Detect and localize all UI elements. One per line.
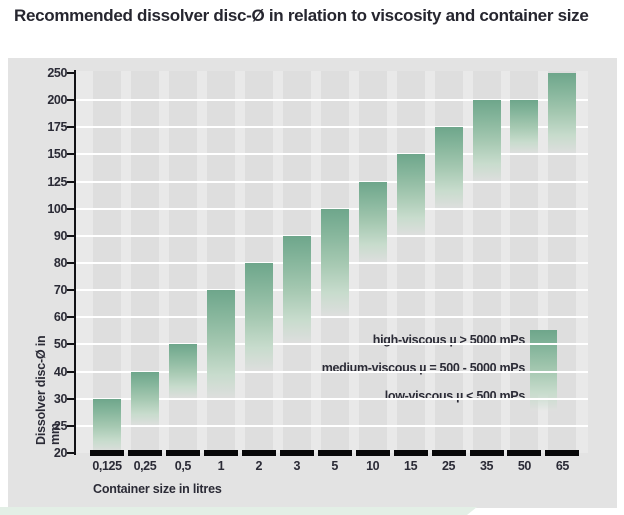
x-tick-label: 15: [404, 459, 418, 473]
range-bar: [282, 235, 311, 345]
y-tick-mark: [67, 370, 74, 373]
y-tick-label: 200: [47, 93, 67, 108]
x-axis-dash: [507, 450, 542, 456]
range-bar: [510, 100, 539, 155]
chart-title: Recommended dissolver disc-Ø in relation…: [14, 6, 589, 25]
x-axis-title: Container size in litres: [93, 482, 222, 496]
x-tick-label: 0,25: [133, 459, 157, 473]
x-axis-dash: [127, 450, 162, 456]
gridline: [76, 424, 588, 427]
range-bar: [244, 263, 273, 372]
gridline: [76, 316, 588, 319]
y-tick-label: 40: [53, 364, 68, 379]
x-tick-label: 25: [441, 459, 456, 473]
range-bar: [548, 73, 577, 155]
y-tick-mark: [67, 424, 74, 427]
x-axis-dash: [431, 450, 466, 456]
y-axis-line: [74, 70, 76, 455]
x-tick-label: 1: [217, 459, 225, 473]
y-tick-label: 125: [47, 174, 67, 189]
y-tick-mark: [67, 234, 74, 237]
gridline: [76, 180, 588, 183]
range-bar: [320, 208, 349, 318]
x-axis-dash: [355, 450, 390, 456]
y-tick-mark: [67, 397, 74, 400]
y-tick-mark: [67, 126, 74, 129]
y-tick-label: 30: [53, 391, 68, 406]
gridline: [76, 153, 588, 156]
y-tick-mark: [67, 207, 74, 210]
y-tick-label: 100: [47, 201, 67, 216]
x-tick-label: 2: [255, 459, 263, 473]
y-tick-mark: [67, 316, 74, 319]
x-tick-label: 10: [366, 459, 380, 473]
x-tick-label: 3: [293, 459, 301, 473]
x-axis-dash: [203, 450, 238, 456]
y-tick-mark: [67, 99, 74, 102]
gridline: [76, 99, 588, 102]
y-tick-label: 250: [47, 66, 67, 80]
x-axis-dash: [165, 450, 200, 456]
y-tick-label: 150: [47, 147, 67, 162]
range-bar: [93, 398, 121, 453]
bottom-accent-strip: [0, 507, 477, 515]
x-tick-label: 35: [479, 459, 494, 473]
y-tick-label: 50: [53, 337, 68, 352]
range-bar: [206, 290, 235, 399]
y-tick-mark: [67, 153, 74, 156]
gridline: [76, 397, 588, 400]
y-tick-mark: [67, 343, 74, 346]
y-tick-label: 90: [53, 228, 68, 243]
gridline: [76, 126, 588, 129]
y-tick-label: 25: [53, 418, 68, 433]
x-axis-dash: [317, 450, 352, 456]
gridline: [76, 343, 588, 346]
y-tick-mark: [67, 289, 74, 292]
gridline: [76, 370, 588, 373]
x-tick-label: 0,5: [174, 459, 192, 473]
x-axis-dash: [279, 450, 314, 456]
range-bar: [472, 100, 501, 182]
chart-panel: Dissolver disc-Ø in mm Container size in…: [8, 58, 617, 508]
y-tick-mark: [67, 180, 74, 183]
x-axis-dash: [90, 450, 124, 456]
x-tick-label: 5: [331, 459, 338, 473]
x-axis-dash: [469, 450, 504, 456]
legend-label-medium-viscous: medium-viscous µ = 500 - 5000 mPs: [321, 361, 526, 375]
range-bar: [130, 371, 159, 426]
range-bar: [358, 181, 387, 263]
y-tick-label: 60: [53, 310, 68, 325]
legend-label-low-viscous: low-viscous µ < 500 mPs: [384, 389, 526, 403]
x-tick-label: 0,125: [92, 459, 122, 473]
y-tick-label: 70: [53, 283, 68, 298]
y-tick-mark: [67, 452, 74, 454]
x-axis-dash: [241, 450, 276, 456]
y-tick-mark: [67, 72, 74, 74]
x-axis-dash: [545, 450, 580, 456]
x-tick-label: 50: [517, 459, 532, 473]
y-tick-label: 80: [53, 256, 68, 270]
x-axis-dash: [393, 450, 428, 456]
x-tick-label: 65: [555, 459, 570, 473]
range-bar: [396, 154, 425, 236]
y-tick-mark: [67, 262, 74, 264]
y-tick-label: 175: [47, 120, 67, 135]
y-tick-label: 20: [53, 446, 68, 460]
range-bar: [168, 344, 197, 399]
range-bar: [434, 127, 463, 209]
